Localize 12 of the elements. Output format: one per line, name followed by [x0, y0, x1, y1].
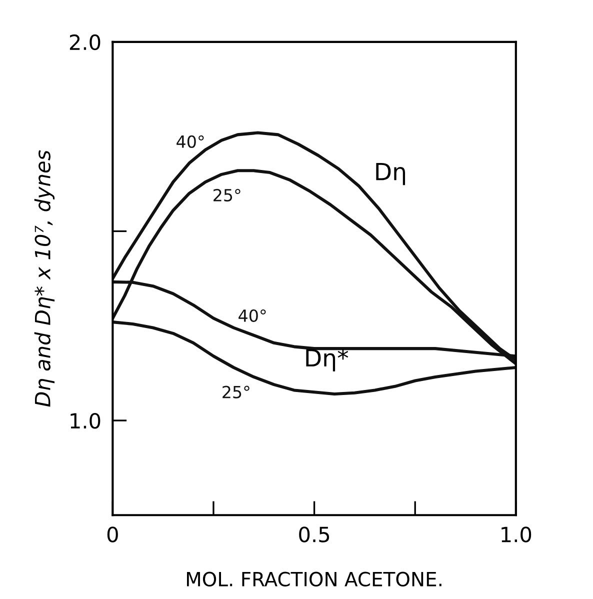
x-tick-label: 1.0: [502, 526, 532, 542]
x-axis-title: MOL. FRACTION ACETONE.: [187, 572, 442, 586]
series-label: 25°: [214, 188, 240, 202]
series-label: 40°: [238, 309, 266, 322]
x-tick-label: 0: [107, 526, 118, 542]
series-label: 40°: [176, 135, 204, 148]
x-tick-label: 0.5: [299, 526, 330, 542]
series-label: 25°: [222, 386, 250, 398]
annotation: Dη: [376, 162, 406, 186]
annotation: Dη*: [306, 348, 348, 372]
y-tick-label: 2.0: [70, 34, 100, 50]
y-axis-title: Dη and Dη* x 10⁷, dynes: [34, 150, 55, 407]
